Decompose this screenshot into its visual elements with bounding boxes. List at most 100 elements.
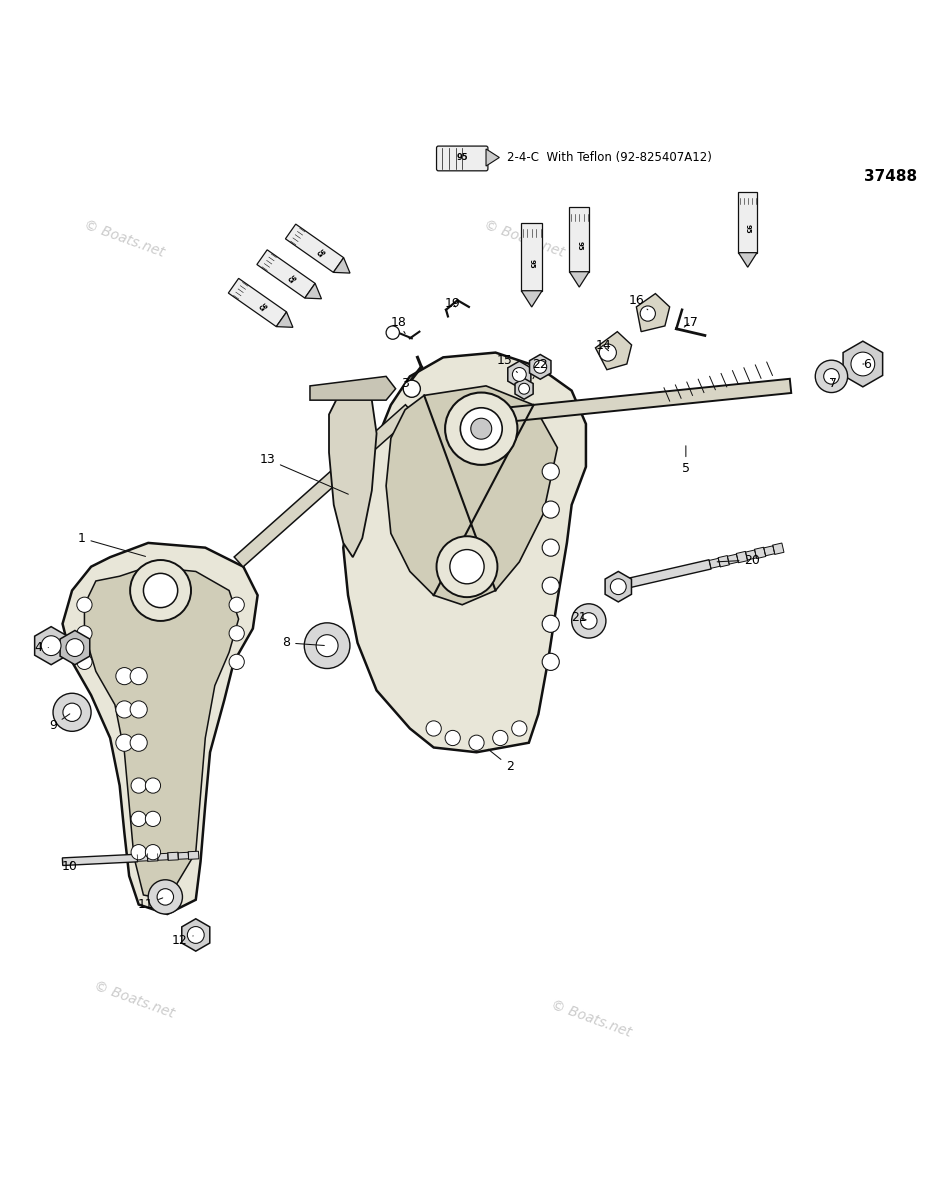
- Text: 95: 95: [528, 259, 534, 269]
- Text: 18: 18: [390, 316, 406, 334]
- Text: 3: 3: [401, 377, 412, 390]
- Circle shape: [63, 703, 81, 721]
- FancyBboxPatch shape: [436, 146, 487, 170]
- Circle shape: [188, 926, 204, 943]
- Circle shape: [130, 734, 148, 751]
- Polygon shape: [60, 630, 89, 665]
- Polygon shape: [486, 149, 499, 166]
- Polygon shape: [736, 551, 746, 563]
- Circle shape: [77, 654, 92, 670]
- Circle shape: [116, 701, 133, 718]
- Polygon shape: [234, 404, 414, 566]
- Polygon shape: [178, 852, 188, 859]
- Polygon shape: [276, 312, 292, 328]
- Polygon shape: [148, 853, 158, 862]
- Circle shape: [470, 419, 491, 439]
- Circle shape: [445, 731, 460, 745]
- Polygon shape: [386, 386, 557, 605]
- Polygon shape: [754, 547, 765, 558]
- Circle shape: [492, 731, 507, 745]
- Circle shape: [511, 721, 526, 736]
- Text: © Boats.net: © Boats.net: [82, 217, 167, 259]
- Text: 21: 21: [571, 611, 586, 624]
- Circle shape: [41, 636, 61, 655]
- Text: 95: 95: [576, 241, 582, 251]
- Circle shape: [130, 560, 190, 620]
- Polygon shape: [636, 294, 669, 331]
- Circle shape: [130, 701, 148, 718]
- Text: 95: 95: [456, 154, 467, 162]
- Circle shape: [157, 889, 173, 905]
- Circle shape: [512, 367, 526, 382]
- Text: 17: 17: [682, 316, 698, 329]
- Circle shape: [53, 694, 91, 731]
- Text: 2-4-C  With Teflon (92-825407A12): 2-4-C With Teflon (92-825407A12): [506, 151, 711, 164]
- Circle shape: [386, 326, 399, 340]
- Circle shape: [814, 360, 846, 392]
- Text: 95: 95: [256, 301, 268, 311]
- Text: 20: 20: [717, 553, 760, 566]
- Polygon shape: [62, 854, 137, 865]
- Circle shape: [542, 502, 559, 518]
- Polygon shape: [569, 208, 588, 271]
- Polygon shape: [708, 558, 720, 569]
- Polygon shape: [843, 341, 882, 386]
- Polygon shape: [726, 554, 738, 564]
- Polygon shape: [521, 223, 542, 290]
- Text: 1: 1: [77, 532, 146, 557]
- Text: 5: 5: [681, 445, 689, 475]
- Circle shape: [640, 306, 655, 322]
- Circle shape: [130, 667, 148, 685]
- Circle shape: [316, 635, 338, 656]
- Polygon shape: [772, 544, 783, 554]
- Circle shape: [518, 383, 529, 394]
- Polygon shape: [569, 271, 588, 287]
- Circle shape: [609, 578, 625, 594]
- Polygon shape: [605, 571, 631, 602]
- Text: 14: 14: [595, 340, 610, 353]
- Text: 6: 6: [862, 358, 870, 371]
- Circle shape: [228, 654, 244, 670]
- Polygon shape: [333, 258, 349, 274]
- Circle shape: [131, 845, 147, 859]
- Circle shape: [304, 623, 349, 668]
- Circle shape: [533, 360, 546, 373]
- Circle shape: [850, 352, 874, 376]
- Circle shape: [131, 778, 147, 793]
- Polygon shape: [188, 851, 199, 859]
- Circle shape: [542, 577, 559, 594]
- Text: 22: 22: [532, 359, 547, 379]
- Polygon shape: [738, 253, 756, 268]
- Polygon shape: [744, 550, 756, 560]
- Circle shape: [403, 380, 420, 397]
- Polygon shape: [718, 556, 728, 566]
- Polygon shape: [228, 278, 287, 326]
- Text: 10: 10: [61, 860, 77, 872]
- Text: 7: 7: [828, 377, 837, 390]
- Text: 95: 95: [313, 246, 325, 257]
- Polygon shape: [286, 224, 344, 272]
- Polygon shape: [137, 854, 148, 862]
- Text: 37488: 37488: [863, 169, 916, 184]
- Circle shape: [228, 625, 244, 641]
- Polygon shape: [595, 331, 631, 370]
- Polygon shape: [343, 353, 585, 752]
- Circle shape: [228, 598, 244, 612]
- Circle shape: [116, 734, 133, 751]
- Text: 4: 4: [35, 641, 49, 654]
- Text: © Boats.net: © Boats.net: [482, 217, 565, 259]
- Text: © Boats.net: © Boats.net: [548, 997, 632, 1039]
- Circle shape: [66, 638, 84, 656]
- Circle shape: [426, 721, 441, 736]
- Circle shape: [468, 736, 484, 750]
- Polygon shape: [34, 626, 68, 665]
- Circle shape: [542, 653, 559, 671]
- Polygon shape: [508, 379, 790, 421]
- Polygon shape: [309, 377, 395, 400]
- Text: 9: 9: [50, 714, 69, 732]
- Text: 19: 19: [445, 296, 460, 310]
- Text: 16: 16: [627, 294, 647, 310]
- Polygon shape: [63, 542, 257, 914]
- Circle shape: [146, 845, 160, 859]
- Circle shape: [542, 539, 559, 557]
